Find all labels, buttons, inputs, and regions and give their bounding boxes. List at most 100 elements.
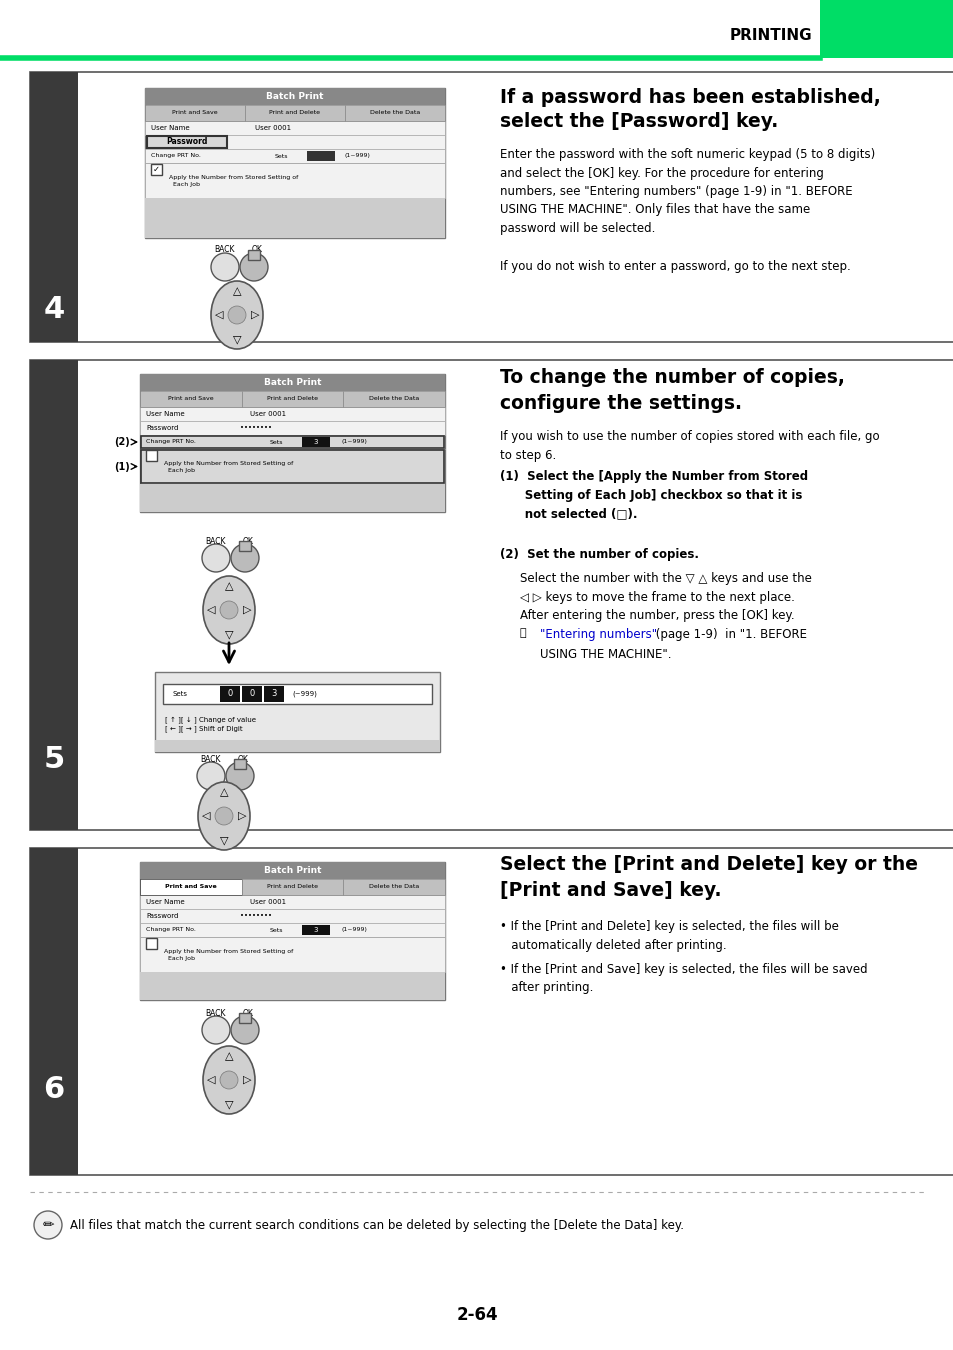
Text: 3: 3 [314,927,318,933]
Text: All files that match the current search conditions can be deleted by selecting t: All files that match the current search … [70,1219,683,1231]
Text: [Print and Save] key.: [Print and Save] key. [499,882,720,900]
Text: If you do not wish to enter a password, go to the next step.: If you do not wish to enter a password, … [499,261,850,273]
Bar [345,105,444,122]
Text: ▽: ▽ [219,836,228,845]
Bar [30,848,953,1174]
Text: 📖: 📖 [519,628,530,639]
Text: ▷: ▷ [242,605,251,616]
Text: Change PRT No.: Change PRT No. [151,154,201,158]
Text: 3: 3 [314,439,318,446]
Text: User 0001: User 0001 [254,126,291,131]
Text: Password: Password [166,138,208,147]
Text: Delete the Data: Delete the Data [370,111,419,116]
Text: "Entering numbers": "Entering numbers" [539,628,657,641]
Bar [241,879,343,895]
Text: (1~999): (1~999) [341,927,368,933]
Text: Delete the Data: Delete the Data [369,884,419,890]
Text: select the [Password] key.: select the [Password] key. [499,112,778,131]
Text: Sets: Sets [270,440,283,444]
Text: Password: Password [146,913,178,919]
Text: ✓: ✓ [152,165,159,174]
Bar [30,360,953,830]
Bar [220,686,240,702]
Text: BACK: BACK [200,755,221,764]
Bar [147,136,227,148]
Text: OK: OK [242,536,253,545]
Text: OK: OK [237,755,248,764]
Text: [ ↑ ][ ↓ ] Change of value
[ ← ][ → ] Shift of Digit: [ ↑ ][ ↓ ] Change of value [ ← ][ → ] Sh… [165,716,255,732]
Bar [30,360,78,830]
Ellipse shape [203,576,254,644]
Bar [302,437,330,447]
Text: BACK: BACK [214,246,235,255]
Bar [146,938,157,949]
Text: ◁: ◁ [207,1075,215,1085]
Circle shape [202,544,230,572]
Ellipse shape [211,281,263,350]
Bar [233,759,246,769]
Text: ▷: ▷ [242,1075,251,1085]
Bar [140,485,444,512]
Bar [343,392,444,406]
Text: 3: 3 [271,690,276,698]
Text: User 0001: User 0001 [250,410,286,417]
Circle shape [226,761,253,790]
Bar [145,198,444,238]
Bar [239,541,251,551]
Bar [145,122,444,135]
Bar [227,135,444,148]
Bar [241,392,343,406]
Text: Print and Delete: Print and Delete [269,111,320,116]
Text: (1): (1) [114,462,130,471]
Text: If a password has been established,: If a password has been established, [499,88,880,107]
Text: 4: 4 [43,296,65,324]
Text: Batch Print: Batch Print [263,378,321,387]
Text: ◁: ◁ [207,605,215,616]
Text: BACK: BACK [206,536,226,545]
Bar [140,923,444,937]
Bar [141,436,443,448]
Bar [146,450,157,460]
Bar [154,740,439,752]
Text: 2-64: 2-64 [456,1305,497,1324]
Text: PRINTING: PRINTING [729,27,811,42]
Text: • If the [Print and Save] key is selected, the files will be saved
   after prin: • If the [Print and Save] key is selecte… [499,963,866,995]
Circle shape [202,1017,230,1044]
Bar [140,392,241,406]
Text: User 0001: User 0001 [250,899,286,904]
Text: Enter the password with the soft numeric keypad (5 to 8 digits)
and select the [: Enter the password with the soft numeric… [499,148,874,235]
Text: ✏: ✏ [42,1218,53,1233]
Text: Print and Delete: Print and Delete [267,884,317,890]
Bar [141,450,443,483]
Bar [30,72,953,342]
Text: Print and Save: Print and Save [172,111,217,116]
Bar [140,406,444,421]
Text: User Name: User Name [146,899,185,904]
Bar [154,672,439,752]
Text: (1~999): (1~999) [341,440,368,444]
Text: configure the settings.: configure the settings. [499,394,741,413]
Text: 5: 5 [43,745,65,775]
Bar [245,105,345,122]
Text: Select the [Print and Delete] key or the: Select the [Print and Delete] key or the [499,855,917,873]
Bar [140,879,241,895]
Bar [145,163,444,198]
Circle shape [240,252,268,281]
Text: 0: 0 [227,690,233,698]
Text: Password: Password [146,425,178,431]
Text: Apply the Number from Stored Setting of
  Each Job: Apply the Number from Stored Setting of … [164,462,293,472]
Bar [140,374,444,512]
Text: △: △ [225,1052,233,1061]
Bar [140,972,444,1000]
Bar [307,151,335,161]
Text: User Name: User Name [151,126,190,131]
Bar [145,148,444,163]
Circle shape [231,544,258,572]
Bar [30,848,78,1174]
Circle shape [34,1211,62,1239]
Text: Batch Print: Batch Print [266,92,323,101]
Text: ▽: ▽ [233,333,241,344]
Text: Delete the Data: Delete the Data [369,397,419,401]
Text: Change PRT No.: Change PRT No. [146,440,195,444]
Text: △: △ [219,787,228,796]
